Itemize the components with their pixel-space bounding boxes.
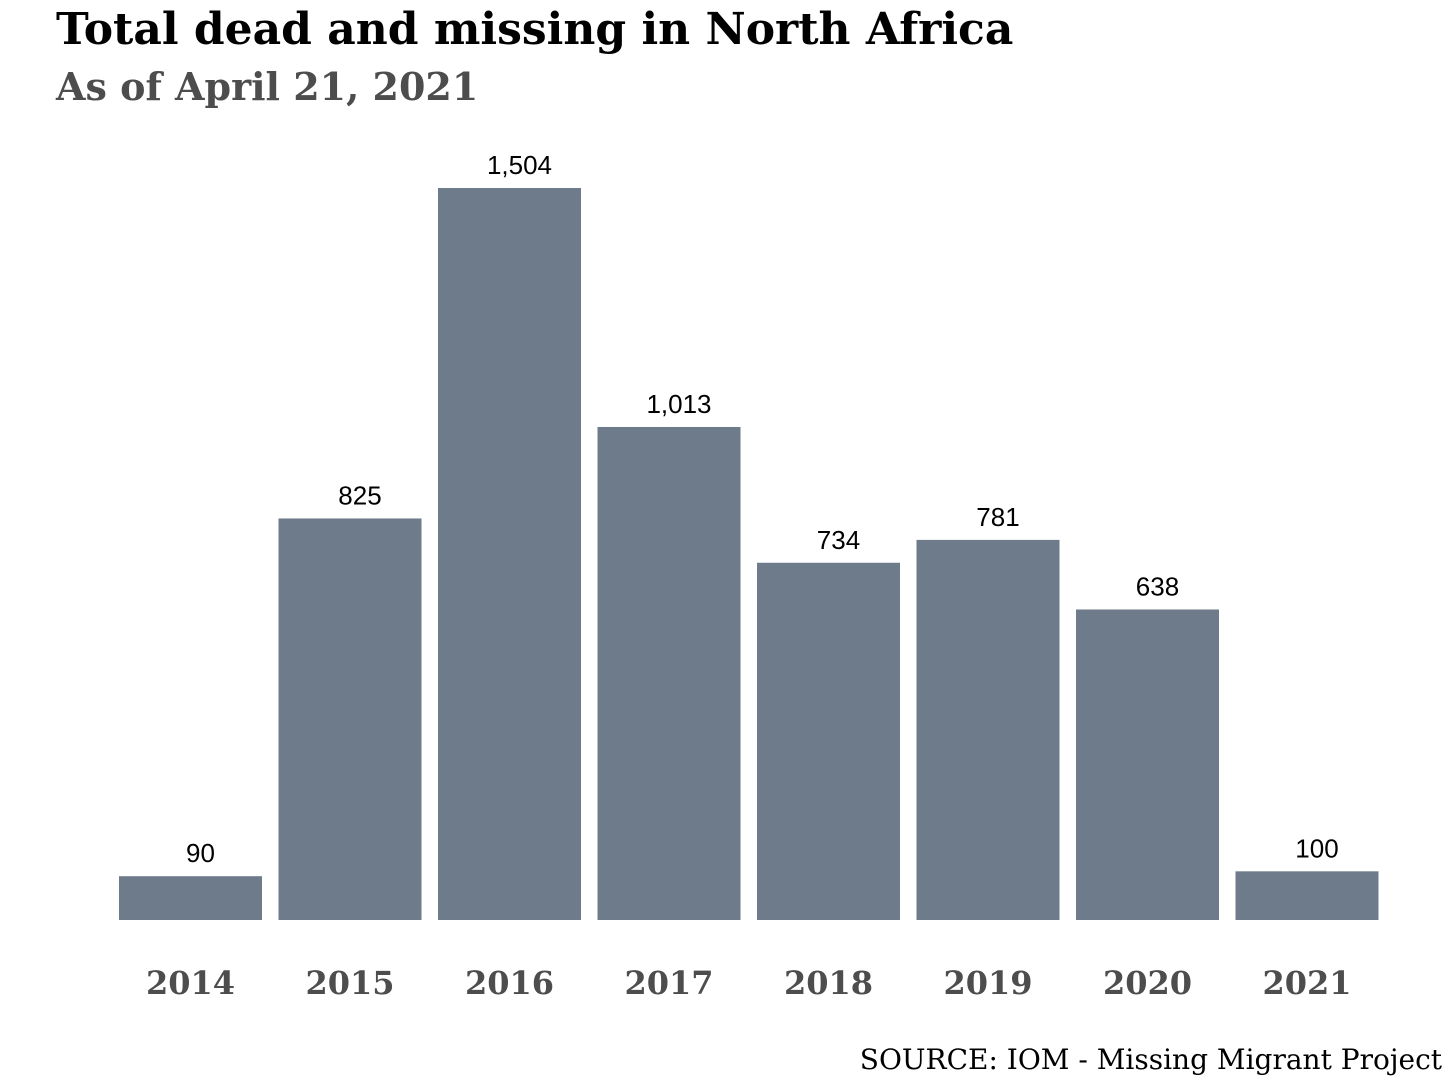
- bar-value-label-2014: 90: [186, 838, 215, 868]
- bar-value-label-2016: 1,504: [487, 150, 552, 180]
- bar-value-label-2020: 638: [1136, 571, 1179, 601]
- bar-2017: [597, 426, 741, 920]
- bar-2019: [916, 539, 1060, 920]
- bar-value-label-2021: 100: [1295, 833, 1338, 863]
- x-tick-label-2018: 2018: [784, 964, 873, 1002]
- x-tick-label-2014: 2014: [146, 964, 235, 1002]
- x-tick-label-2016: 2016: [465, 964, 554, 1002]
- bar-value-label-2019: 781: [976, 502, 1019, 532]
- bar-value-label-2017: 1,013: [646, 389, 711, 419]
- bar-group: [119, 188, 1379, 920]
- bar-2014: [119, 876, 262, 920]
- x-tick-label-2021: 2021: [1262, 964, 1351, 1002]
- value-label-group: 90 825 1,504 1,013 734 781 638 100: [186, 150, 1339, 868]
- bar-2015: [278, 518, 422, 920]
- bar-2018: [757, 562, 900, 920]
- bar-value-label-2018: 734: [817, 525, 860, 555]
- bar-2021: [1235, 871, 1379, 920]
- bar-2020: [1076, 609, 1219, 920]
- x-axis-tick-labels: 2014 2015 2016 2017 2018 2019 2020 2021: [146, 964, 1352, 1002]
- bar-2016: [438, 188, 581, 920]
- x-tick-label-2019: 2019: [943, 964, 1032, 1002]
- bar-value-label-2015: 825: [338, 480, 381, 510]
- x-tick-label-2015: 2015: [305, 964, 394, 1002]
- source-note: SOURCE: IOM - Missing Migrant Project: [859, 1043, 1442, 1076]
- x-tick-label-2017: 2017: [624, 964, 713, 1002]
- chart-title: Total dead and missing in North Africa: [56, 4, 1014, 55]
- chart-subtitle: As of April 21, 2021: [56, 64, 479, 109]
- x-tick-label-2020: 2020: [1103, 964, 1192, 1002]
